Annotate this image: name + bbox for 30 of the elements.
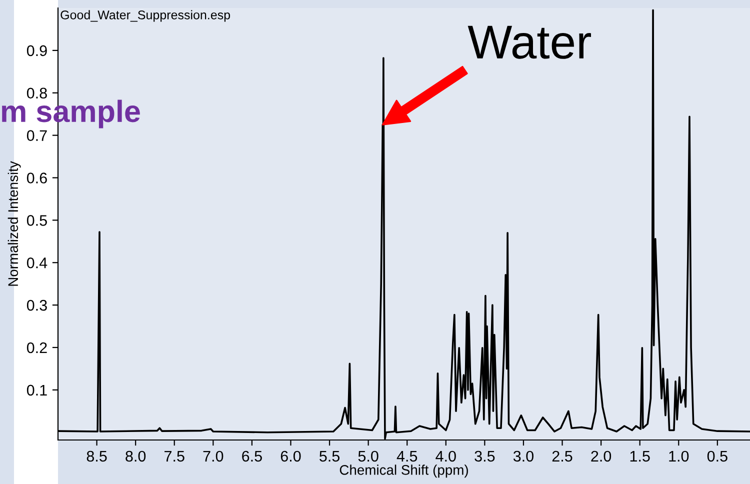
x-axis-title: Chemical Shift (ppm): [340, 464, 468, 478]
y-tick-label: 0.4: [26, 257, 48, 268]
y-axis-title: Normalized Intensity: [8, 161, 21, 286]
y-tick-label: 0.6: [26, 172, 47, 184]
x-tick-label: 7.5: [164, 450, 184, 462]
x-tick-label: 8.5: [86, 450, 107, 462]
x-tick-label: 1.5: [630, 450, 650, 462]
x-tick-label: 6.5: [242, 450, 262, 462]
annotation: Water: [468, 26, 591, 59]
x-tick-label: 4.5: [396, 450, 418, 462]
y-tick-label: 0.2: [26, 342, 47, 354]
x-tick-label: 1.0: [669, 450, 689, 462]
x-tick-label: 2.5: [552, 450, 572, 462]
x-tick-label: 8.0: [126, 450, 146, 462]
x-tick-label: 4.0: [436, 450, 456, 462]
y-tick-label: 0.8: [26, 88, 47, 99]
x-tick-label: 6.0: [280, 450, 301, 462]
chart-title: Good_Water_Suppression.esp: [60, 10, 230, 22]
x-tick-label: 7.0: [203, 450, 224, 462]
x-tick-label: 3.5: [474, 450, 495, 462]
x-tick-label: 0.5: [707, 450, 728, 462]
x-tick-label: 5.5: [320, 450, 340, 462]
x-tick-label: 2.0: [591, 450, 612, 462]
y-tick-label: 0.9: [26, 45, 47, 56]
x-tick-label: 3.0: [513, 450, 534, 462]
y-tick-label: 0.3: [26, 300, 47, 311]
y-tick-label: 0.1: [26, 384, 47, 396]
x-tick-label: 5.0: [358, 450, 378, 462]
y-tick-label: 0.5: [26, 215, 47, 226]
y-tick-label: 0.7: [26, 130, 47, 141]
